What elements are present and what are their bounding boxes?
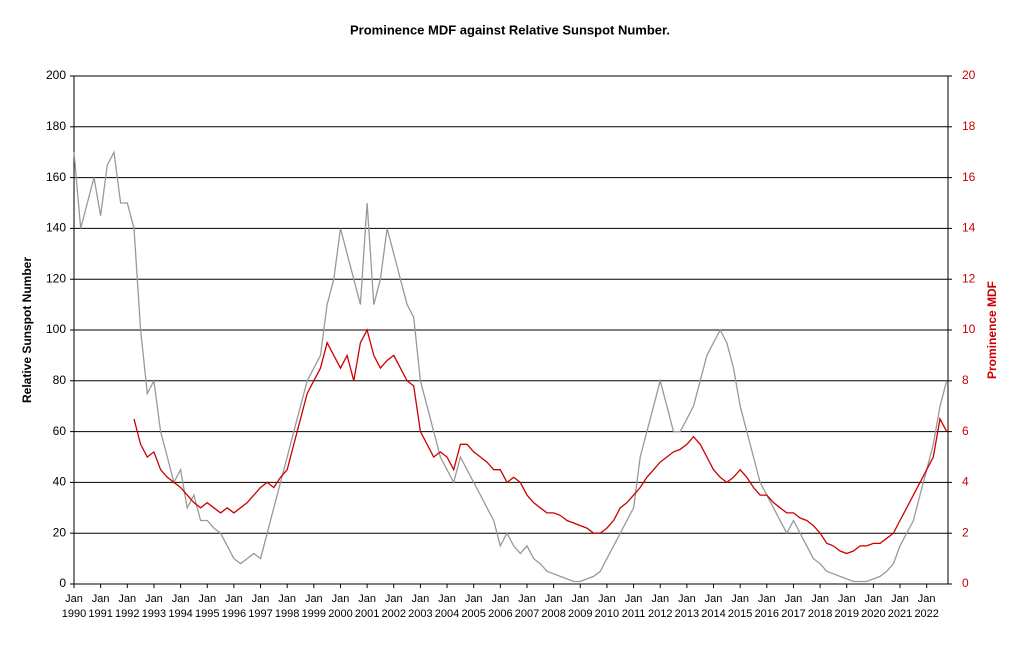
x-tick-month: Jan [918, 593, 936, 605]
y-tick-label: 40 [53, 475, 67, 489]
x-tick-month: Jan [92, 593, 110, 605]
x-tick-month: Jan [545, 593, 563, 605]
x-tick-label: 2012 [648, 608, 672, 620]
y2-tick-label: 2 [962, 525, 969, 539]
y-tick-label: 180 [46, 119, 66, 133]
x-tick-label: 2022 [914, 608, 938, 620]
y2-tick-label: 6 [962, 424, 969, 438]
x-tick-month: Jan [598, 593, 616, 605]
y2-tick-label: 20 [962, 68, 976, 82]
x-tick-label: 1991 [88, 608, 112, 620]
x-tick-month: Jan [332, 593, 350, 605]
x-tick-month: Jan [838, 593, 856, 605]
x-tick-month: Jan [625, 593, 643, 605]
y-tick-label: 120 [46, 271, 66, 285]
y-tick-label: 20 [53, 525, 67, 539]
series-line [73, 150, 948, 583]
x-tick-month: Jan [305, 593, 323, 605]
series-line [133, 328, 948, 555]
x-tick-month: Jan [811, 593, 829, 605]
x-tick-label: 2010 [595, 608, 619, 620]
y2-axis-label: Prominence MDF [985, 281, 999, 379]
x-tick-label: 2011 [622, 608, 646, 620]
x-tick-month: Jan [705, 593, 723, 605]
y-tick-label: 0 [59, 576, 66, 590]
x-tick-label: 2020 [861, 608, 885, 620]
x-tick-label: 2017 [781, 608, 805, 620]
x-tick-label: 2007 [515, 608, 539, 620]
x-tick-label: 1993 [142, 608, 166, 620]
x-tick-label: 1998 [275, 608, 299, 620]
x-tick-month: Jan [731, 593, 749, 605]
y-axis-label: Relative Sunspot Number [20, 257, 34, 403]
x-tick-label: 1996 [222, 608, 246, 620]
x-tick-month: Jan [785, 593, 803, 605]
x-tick-month: Jan [145, 593, 163, 605]
x-tick-label: 1995 [195, 608, 219, 620]
x-tick-month: Jan [571, 593, 589, 605]
y2-tick-label: 16 [962, 170, 976, 184]
y2-tick-label: 10 [962, 322, 976, 336]
x-tick-month: Jan [412, 593, 430, 605]
y-tick-label: 60 [53, 424, 67, 438]
x-tick-label: 2013 [675, 608, 699, 620]
y-tick-label: 80 [53, 373, 67, 387]
x-tick-label: 2004 [435, 608, 459, 620]
x-tick-label: 1992 [115, 608, 139, 620]
y-tick-label: 200 [46, 68, 66, 82]
x-tick-month: Jan [65, 593, 83, 605]
x-tick-label: 2003 [408, 608, 432, 620]
x-tick-month: Jan [865, 593, 883, 605]
x-tick-month: Jan [385, 593, 403, 605]
x-tick-month: Jan [465, 593, 483, 605]
x-tick-label: 2008 [541, 608, 565, 620]
x-tick-label: 2019 [835, 608, 859, 620]
x-tick-month: Jan [518, 593, 536, 605]
y2-tick-label: 8 [962, 373, 969, 387]
x-tick-label: 2002 [382, 608, 406, 620]
x-tick-month: Jan [438, 593, 456, 605]
x-tick-month: Jan [678, 593, 696, 605]
x-tick-label: 1994 [168, 608, 192, 620]
y2-tick-label: 14 [962, 221, 976, 235]
x-tick-label: 2005 [461, 608, 485, 620]
x-tick-label: 1990 [62, 608, 86, 620]
x-tick-label: 2021 [888, 608, 912, 620]
x-tick-label: 2016 [755, 608, 779, 620]
x-tick-month: Jan [491, 593, 509, 605]
x-tick-month: Jan [252, 593, 270, 605]
x-tick-label: 2009 [568, 608, 592, 620]
y-tick-label: 140 [46, 221, 66, 235]
y2-tick-label: 18 [962, 119, 976, 133]
x-tick-month: Jan [118, 593, 136, 605]
x-tick-month: Jan [358, 593, 376, 605]
chart-title: Prominence MDF against Relative Sunspot … [350, 22, 670, 37]
y2-tick-label: 0 [962, 576, 969, 590]
x-tick-label: 2001 [355, 608, 379, 620]
x-tick-label: 1999 [302, 608, 326, 620]
x-tick-month: Jan [758, 593, 776, 605]
x-tick-month: Jan [891, 593, 909, 605]
x-tick-label: 2018 [808, 608, 832, 620]
x-tick-month: Jan [225, 593, 243, 605]
x-tick-month: Jan [278, 593, 296, 605]
x-tick-label: 2014 [701, 608, 725, 620]
x-tick-month: Jan [651, 593, 669, 605]
x-tick-label: 1997 [248, 608, 272, 620]
y-tick-label: 160 [46, 170, 66, 184]
y2-tick-label: 4 [962, 475, 969, 489]
x-tick-label: 2015 [728, 608, 752, 620]
y-tick-label: 100 [46, 322, 66, 336]
x-tick-label: 2006 [488, 608, 512, 620]
plot-frame [73, 75, 949, 585]
x-tick-month: Jan [198, 593, 216, 605]
y2-tick-label: 12 [962, 271, 976, 285]
x-tick-label: 2000 [328, 608, 352, 620]
x-tick-month: Jan [172, 593, 190, 605]
